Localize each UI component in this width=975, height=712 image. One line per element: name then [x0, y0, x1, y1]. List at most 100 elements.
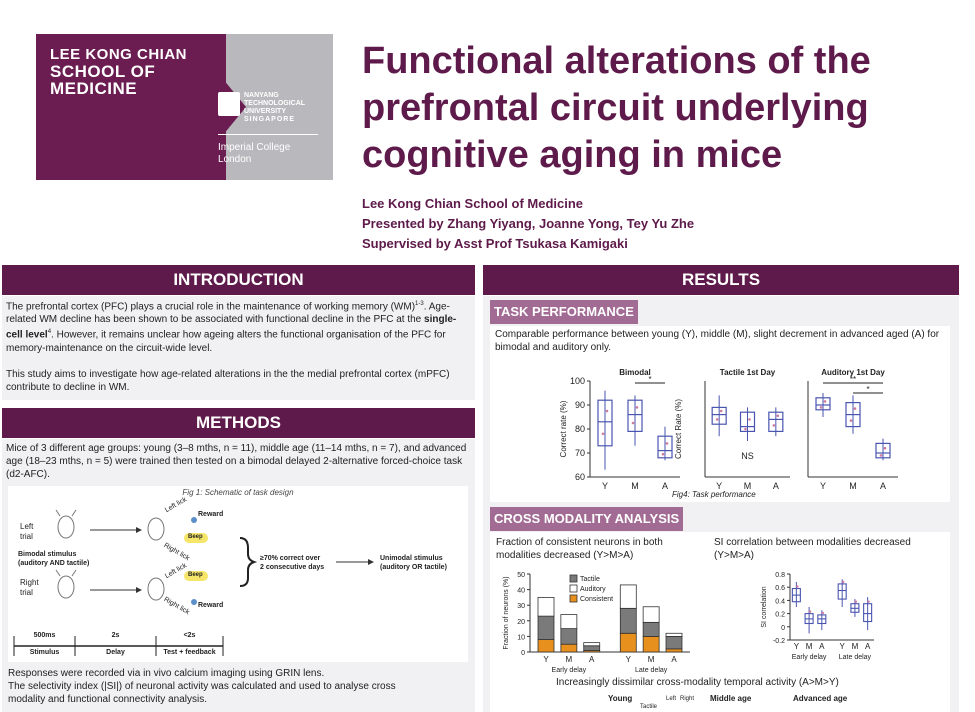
data-point	[631, 421, 635, 425]
x-tick-label: A	[819, 642, 825, 651]
ntu-line: NANYANG	[244, 92, 279, 99]
y-tick-label: 50	[517, 572, 525, 579]
text-line: modality and functional connectivity ana…	[8, 694, 207, 705]
methods-recording-text: Responses were recorded via in vivo calc…	[8, 667, 470, 706]
label-line: trial	[20, 532, 33, 541]
box	[627, 399, 643, 433]
data-point	[854, 600, 858, 603]
author-line: Supervised by Asst Prof Tsukasa Kamigaki	[362, 236, 628, 251]
title-line: prefrontal circuit underlying	[362, 87, 869, 129]
timeline-duration: <2s	[183, 632, 196, 639]
timeline-phase-label: Test + feedback	[163, 649, 216, 656]
intro-text: . Age-related WM decline has been shown …	[6, 301, 450, 326]
group-label: Late delay	[839, 654, 872, 661]
legend-label: Left	[666, 696, 677, 702]
intro-text: . However, it remains unclear how ageing…	[6, 329, 446, 354]
x-tick-label: M	[806, 642, 813, 651]
bar-segment	[583, 645, 601, 651]
group-label: Early delay	[792, 654, 827, 661]
y-axis-label: Correct Rate (%)	[674, 399, 683, 459]
intro-text: The prefrontal cortex (PFC) plays a cruc…	[6, 301, 416, 313]
bar-segment	[619, 584, 637, 609]
bar-segment	[560, 643, 578, 653]
y-tick-label: 0.8	[775, 572, 785, 579]
bar-segment	[560, 628, 578, 645]
legend-swatch	[569, 574, 578, 583]
text-line: The selectivity index (|SI|) of neuronal…	[8, 681, 396, 692]
group-label: Early delay	[552, 667, 587, 674]
y-tick-label: 80	[575, 424, 585, 434]
criterion-label: ≥70% correct over 2 consecutive days	[260, 554, 324, 572]
mouse-icon	[147, 517, 165, 541]
label-line: (auditory AND tactile)	[18, 560, 90, 567]
age-group-label: Young	[608, 694, 633, 703]
arrowhead	[368, 559, 374, 565]
data-point	[635, 406, 639, 409]
data-point	[748, 418, 751, 421]
introduction-paragraph: The prefrontal cortex (PFC) plays a cruc…	[6, 298, 471, 355]
ntu-logo-text: NANYANG TECHNOLOGICAL UNIVERSITY SINGAPO…	[244, 92, 305, 124]
box	[657, 435, 673, 459]
y-tick-label: 70	[575, 448, 585, 458]
y-axis-label: Correct rate (%)	[559, 400, 568, 457]
x-tick-label: M	[852, 642, 859, 651]
significance-label: *	[648, 375, 651, 384]
lkc-logo-text: LEE KONG CHIAN SCHOOL OF MEDICINE	[50, 46, 210, 97]
cross-modality-left-text: Fraction of consistent neurons in both m…	[496, 537, 663, 561]
chart-title: Bimodal	[619, 368, 651, 377]
legend-label: Right	[680, 696, 695, 702]
beep-label: Beep	[188, 572, 203, 578]
brace-icon	[239, 537, 258, 587]
figure-caption: Fig4: Task performance	[672, 490, 756, 499]
x-tick-label: Y	[543, 655, 549, 664]
intro-superscript: 4	[47, 329, 52, 336]
mouse-icon	[55, 569, 77, 599]
data-point	[719, 409, 723, 413]
introduction-aim-paragraph: This study aims to investigate how age-r…	[6, 368, 450, 393]
mouse-icon	[147, 577, 165, 601]
cross-modality-heading: CROSS MODALITY ANALYSIS	[490, 507, 684, 531]
imperial-logo-text: Imperial College London	[218, 142, 290, 166]
y-tick-label: 0.2	[775, 612, 785, 619]
data-point	[849, 419, 853, 422]
legend-swatch	[569, 584, 578, 593]
bar-segment	[619, 607, 637, 634]
logo-line: SCHOOL OF	[50, 62, 156, 81]
task-schematic-drawing	[13, 509, 374, 656]
data-point	[823, 400, 827, 403]
y-tick-label: 20	[517, 619, 525, 626]
y-tick-label: 40	[517, 588, 525, 595]
box	[711, 406, 727, 425]
methods-heading: METHODS	[2, 408, 475, 438]
x-tick-label: A	[589, 655, 595, 664]
y-tick-label: 90	[575, 400, 585, 410]
y-tick-label: 30	[517, 603, 525, 610]
task-performance-heading: TASK PERFORMANCE	[490, 300, 638, 324]
x-tick-label: Y	[840, 642, 846, 651]
age-group-label: Middle age	[710, 694, 752, 703]
box	[863, 603, 873, 623]
imperial-line: Imperial College	[218, 142, 291, 153]
x-tick-label: A	[671, 655, 677, 664]
box	[815, 397, 831, 411]
text-line: Responses were recorded via in vivo calc…	[8, 668, 325, 679]
x-tick-label: A	[865, 642, 871, 651]
y-tick-label: 0.6	[775, 585, 785, 592]
bar-segment	[665, 632, 683, 637]
introduction-heading: INTRODUCTION	[2, 265, 475, 295]
y-tick-label: 100	[570, 376, 585, 386]
x-tick-label: Y	[602, 481, 608, 491]
bar-segment	[642, 621, 660, 637]
author-block: Lee Kong Chian School of Medicine Presen…	[362, 194, 694, 254]
ntu-line: SINGAPORE	[244, 116, 296, 123]
data-point	[867, 600, 870, 603]
box	[768, 411, 784, 433]
ntu-seal-icon	[218, 92, 240, 116]
legend-label: Tactile	[640, 704, 658, 710]
data-point	[665, 442, 669, 445]
reward-label: Reward	[198, 602, 224, 609]
temporal-activity-text: Increasingly dissimilar cross-modality t…	[556, 677, 839, 688]
title-line: cognitive aging in mice	[362, 134, 783, 176]
significance-label: **	[850, 375, 856, 384]
